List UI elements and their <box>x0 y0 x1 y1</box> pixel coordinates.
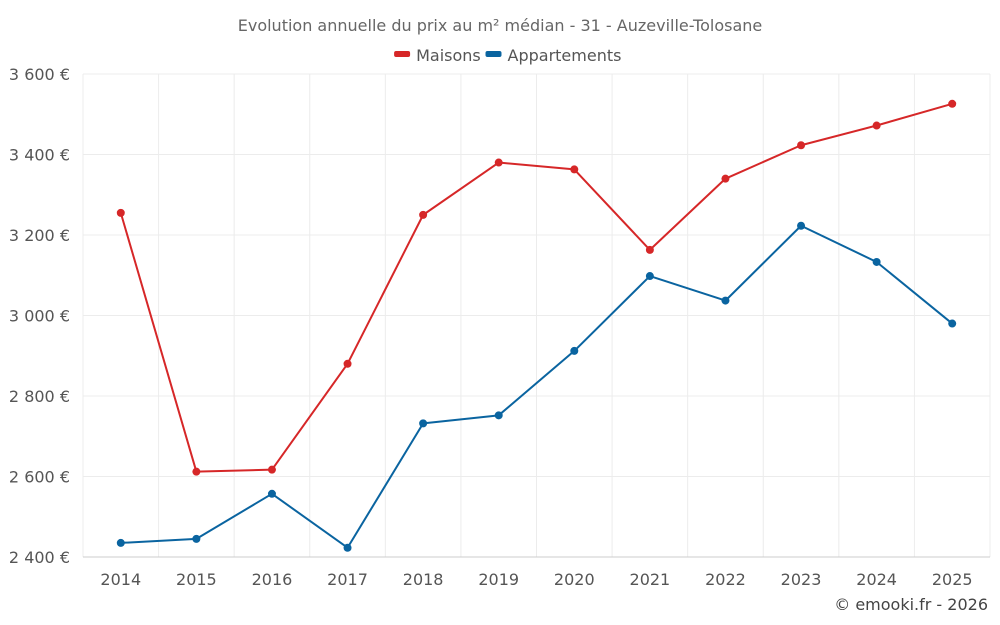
x-tick-label: 2024 <box>856 570 897 589</box>
credit: © emooki.fr - 2026 <box>834 595 988 614</box>
data-point-appartements[interactable] <box>721 296 730 305</box>
data-point-appartements[interactable] <box>948 319 957 328</box>
chart-title: Evolution annuelle du prix au m² médian … <box>238 16 763 35</box>
legend: Maisons Appartements <box>394 46 621 65</box>
x-axis: 2014 2015 2016 2017 2018 2019 2020 2021 2022 2023… <box>100 570 972 589</box>
y-tick-label: 3 200 € <box>9 226 70 245</box>
y-axis: 2 400 € 2 600 € 2 800 € 3 000 € 3 200 € 3 400… <box>9 65 70 567</box>
data-point-appartements[interactable] <box>343 543 352 552</box>
data-point-maisons[interactable] <box>872 121 881 130</box>
data-point-maisons[interactable] <box>494 158 503 167</box>
data-point-maisons[interactable] <box>570 165 579 174</box>
x-tick-label: 2025 <box>932 570 973 589</box>
x-tick-label: 2014 <box>100 570 141 589</box>
legend-label: Appartements <box>508 46 622 65</box>
data-point-appartements[interactable] <box>872 257 881 266</box>
y-tick-label: 2 400 € <box>9 548 70 567</box>
x-tick-label: 2019 <box>478 570 519 589</box>
data-point-appartements[interactable] <box>116 538 125 547</box>
data-point-maisons[interactable] <box>343 359 352 368</box>
series-line-maisons <box>119 102 953 473</box>
x-tick-label: 2017 <box>327 570 368 589</box>
x-tick-label: 2021 <box>630 570 671 589</box>
series-line-appartements <box>120 224 953 549</box>
data-point-appartements[interactable] <box>419 419 428 428</box>
x-tick-label: 2020 <box>554 570 595 589</box>
legend-swatch <box>394 51 411 57</box>
data-point-maisons[interactable] <box>116 208 125 217</box>
data-point-appartements[interactable] <box>192 534 201 543</box>
y-tick-label: 3 600 € <box>9 65 70 84</box>
data-point-maisons[interactable] <box>645 245 654 254</box>
y-tick-label: 2 800 € <box>9 387 70 406</box>
data-point-appartements[interactable] <box>570 346 579 355</box>
y-tick-label: 3 000 € <box>9 307 70 326</box>
data-point-appartements[interactable] <box>267 489 276 498</box>
x-tick-label: 2016 <box>252 570 293 589</box>
data-point-appartements[interactable] <box>797 221 806 230</box>
legend-swatch <box>485 51 502 57</box>
y-tick-label: 2 600 € <box>9 468 70 487</box>
x-tick-label: 2018 <box>403 570 444 589</box>
y-tick-label: 3 400 € <box>9 146 70 165</box>
data-point-maisons[interactable] <box>948 99 957 108</box>
x-tick-label: 2022 <box>705 570 746 589</box>
data-point-maisons[interactable] <box>267 465 276 474</box>
data-point-maisons[interactable] <box>419 210 428 219</box>
data-point-maisons[interactable] <box>721 174 730 183</box>
x-tick-label: 2015 <box>176 570 217 589</box>
legend-label: Maisons <box>416 46 481 65</box>
legend-item-appartements[interactable]: Appartements <box>485 46 622 65</box>
data-point-maisons[interactable] <box>192 467 201 476</box>
data-point-appartements[interactable] <box>645 272 654 281</box>
series-layer <box>116 99 957 552</box>
data-point-maisons[interactable] <box>797 141 806 150</box>
gridlines <box>82 73 991 558</box>
data-point-appartements[interactable] <box>494 411 503 420</box>
x-tick-label: 2023 <box>781 570 822 589</box>
legend-item-maisons[interactable]: Maisons <box>394 46 481 65</box>
